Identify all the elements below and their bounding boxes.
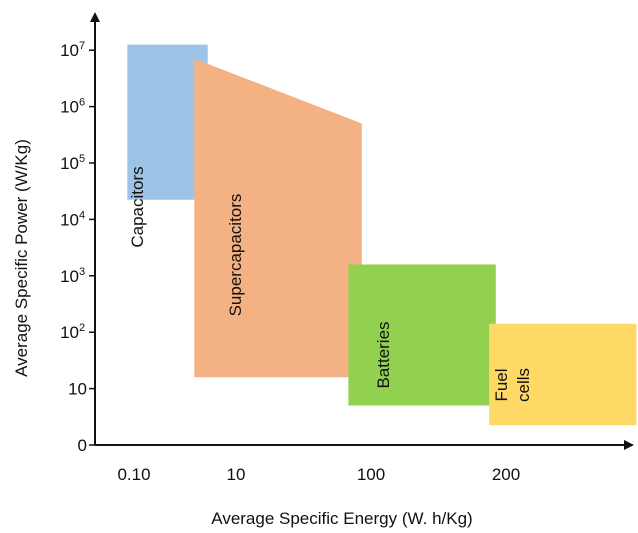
y-tick-label: 10 — [60, 267, 79, 286]
y-tick-label: 0 — [78, 436, 87, 455]
y-tick-label: 10 — [68, 380, 87, 399]
y-tick-exponent: 2 — [79, 322, 85, 334]
y-tick-label: 10 — [60, 98, 79, 117]
region-batteries — [348, 264, 496, 406]
region-labels-layer: Capacitors Supercapacitors Batteries Fuel ce… — [128, 166, 533, 402]
y-tick-label: 10 — [60, 154, 79, 173]
axes-layer — [90, 12, 634, 450]
y-tick-label: 10 — [60, 41, 79, 60]
region-label-batteries: Batteries — [374, 321, 393, 388]
region-capacitors — [127, 44, 208, 200]
y-tick-exponent: 7 — [79, 40, 85, 52]
x-tick-label: 200 — [492, 465, 520, 484]
regions-layer — [127, 44, 637, 426]
region-label-fuel-cells: Fuel cells — [492, 368, 533, 402]
y-tick-label: 10 — [60, 323, 79, 342]
y-tick-exponent: 4 — [79, 209, 85, 221]
y-tick-exponent: 6 — [79, 97, 85, 109]
region-label-line: cells — [514, 368, 533, 402]
region-label-line: Supercapacitors — [226, 194, 245, 317]
y-axis-title: Average Specific Power (W/Kg) — [12, 139, 31, 377]
region-label-capacitors: Capacitors — [128, 166, 147, 247]
x-tick-label: 0.10 — [117, 465, 150, 484]
y-tick-exponent: 5 — [79, 153, 85, 165]
x-tick-label: 10 — [227, 465, 246, 484]
region-label-line: Capacitors — [128, 166, 147, 247]
y-tick-label: 10 — [60, 210, 79, 229]
region-label-supercapacitors: Supercapacitors — [226, 194, 245, 317]
x-axis-title: Average Specific Energy (W. h/Kg) — [211, 509, 472, 528]
y-tick-exponent: 3 — [79, 266, 85, 278]
region-label-line: Fuel — [492, 368, 511, 401]
x-tick-label: 100 — [357, 465, 385, 484]
region-supercapacitors — [194, 58, 362, 378]
region-label-line: Batteries — [374, 321, 393, 388]
region-fuel-cells — [489, 323, 637, 426]
